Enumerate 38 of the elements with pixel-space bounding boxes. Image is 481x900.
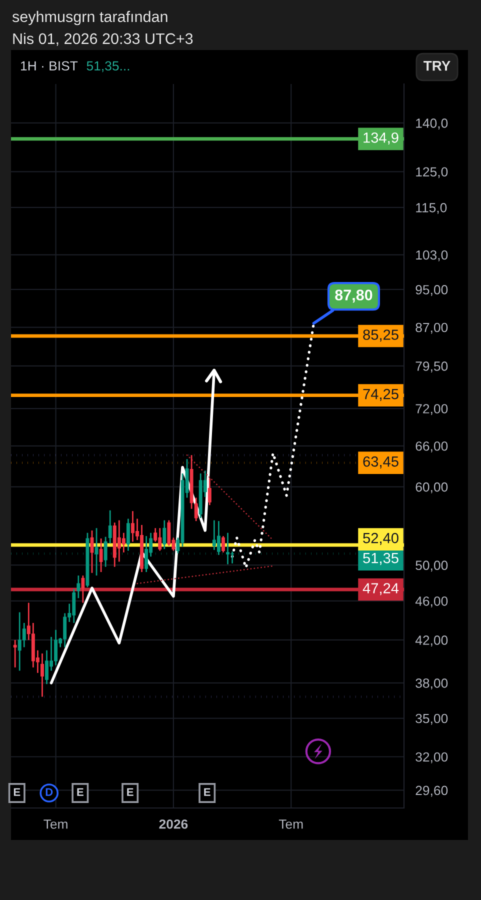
y-tick-label: 140,0	[416, 118, 448, 130]
x-tick-label: 2026	[159, 819, 188, 829]
y-tick-label: 60,00	[416, 482, 448, 494]
y-tick-label: 29,60	[416, 786, 448, 797]
annotation: E	[14, 788, 20, 796]
data-label: 87,80	[335, 290, 372, 303]
annotation: D	[46, 788, 53, 796]
x-tick-label: Tem	[44, 820, 68, 829]
ref-line-label: 52,40	[363, 532, 398, 545]
ref-line-label: 85,25	[363, 330, 398, 342]
y-tick-label: 95,00	[416, 285, 448, 296]
y-tick-label: 50,00	[416, 560, 448, 572]
text: TRY	[424, 61, 450, 71]
chart-subtitle: Nis 01, 2026 20:33 UTC+3	[13, 32, 193, 46]
y-tick-label: 42,00	[415, 636, 448, 646]
y-tick-label: 115,0	[416, 203, 447, 214]
text: seyhmusgrn tarafından	[12, 10, 168, 26]
ref-line-label: 134,9	[364, 132, 398, 145]
y-tick-label: 103,0	[416, 250, 448, 262]
y-tick-label: 87,00	[416, 322, 448, 334]
y-tick-label: 66,00	[416, 441, 448, 452]
ref-line-label: 74,25	[363, 388, 398, 401]
text: 51,35...	[86, 61, 130, 72]
annotation: E	[127, 788, 134, 796]
y-tick-label: 125,0	[416, 167, 448, 178]
y-tick-label: 79,50	[416, 362, 448, 372]
x-tick-label: Tem	[278, 820, 303, 829]
y-tick-label: 72,00	[416, 404, 448, 415]
ref-line-label: 47,24	[362, 583, 399, 596]
y-tick-label: 38,00	[416, 678, 448, 690]
ref-line-label: 63,45	[363, 456, 398, 468]
y-tick-label: 35,00	[416, 714, 448, 725]
chart-title: 1H · BIST	[21, 61, 78, 71]
ref-line-label: 51,35	[363, 552, 398, 565]
y-tick-label: 32,00	[416, 752, 448, 764]
annotation: E	[204, 788, 210, 796]
annotation: E	[77, 788, 84, 796]
y-tick-label: 46,00	[415, 596, 448, 608]
